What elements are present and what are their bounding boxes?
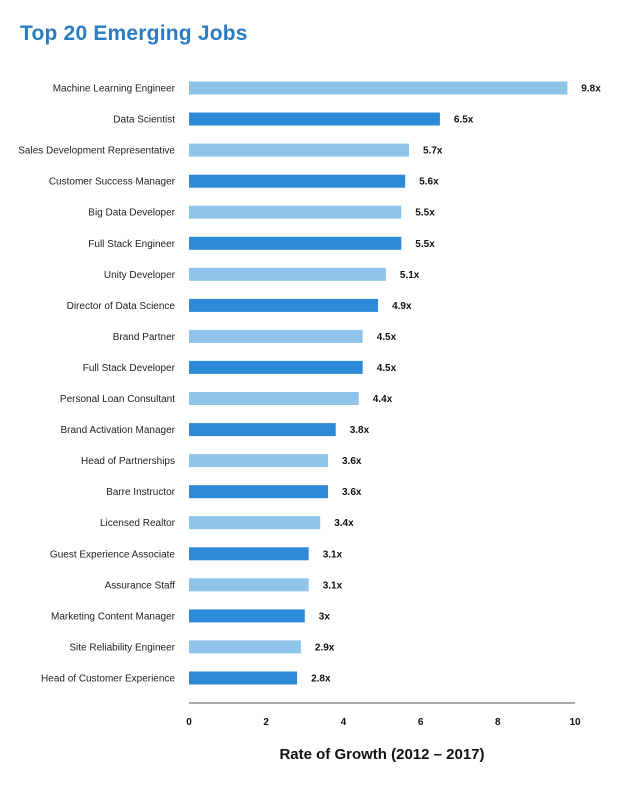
bar: [189, 267, 386, 281]
value-label: 5.6x: [419, 177, 439, 188]
category-label: Barre Instructor: [106, 487, 176, 498]
category-label: Assurance Staff: [105, 580, 176, 591]
value-label: 5.7x: [423, 146, 443, 157]
bar: [189, 81, 568, 95]
value-label: 5.5x: [415, 239, 435, 250]
value-label: 3.6x: [342, 456, 362, 467]
value-label: 4.5x: [377, 332, 397, 343]
bar: [189, 143, 409, 157]
bar: [189, 454, 328, 468]
category-label: Big Data Developer: [88, 208, 175, 219]
category-label: Sales Development Representative: [18, 146, 175, 157]
category-label: Guest Experience Associate: [50, 549, 176, 560]
category-label: Full Stack Engineer: [88, 239, 175, 250]
bar: [189, 516, 321, 530]
bar: [189, 547, 309, 561]
x-tick-label: 6: [418, 717, 424, 728]
x-axis-title: Rate of Growth (2012 – 2017): [279, 746, 484, 763]
bar: [189, 485, 328, 499]
bar: [189, 423, 336, 437]
category-label: Head of Customer Experience: [41, 674, 175, 685]
value-label: 5.1x: [400, 270, 420, 281]
category-label: Brand Partner: [113, 332, 176, 343]
labels-group: Machine Learning Engineer 9.8x Data Scient…: [18, 84, 601, 685]
bar: [189, 236, 402, 250]
bar: [189, 609, 305, 623]
value-label: 3.6x: [342, 487, 362, 498]
bar: [189, 298, 379, 312]
value-label: 5.5x: [415, 208, 435, 219]
value-label: 4.9x: [392, 301, 412, 312]
value-label: 2.8x: [311, 674, 331, 685]
category-label: Personal Loan Consultant: [60, 394, 175, 405]
value-label: 3.8x: [350, 425, 370, 436]
category-label: Director of Data Science: [67, 301, 176, 312]
bar: [189, 112, 440, 126]
bar: [189, 205, 402, 219]
category-label: Machine Learning Engineer: [53, 84, 176, 95]
category-label: Site Reliability Engineer: [69, 642, 175, 653]
value-label: 2.9x: [315, 642, 335, 653]
category-label: Head of Partnerships: [81, 456, 175, 467]
value-label: 4.5x: [377, 363, 397, 374]
category-label: Marketing Content Manager: [51, 611, 176, 622]
x-tick-label: 4: [341, 717, 347, 728]
x-tick-label: 8: [495, 717, 501, 728]
bar: [189, 640, 301, 654]
bar: [189, 671, 298, 685]
value-label: 6.5x: [454, 115, 474, 126]
value-label: 9.8x: [581, 84, 601, 95]
bar: [189, 329, 363, 343]
value-label: 3.1x: [323, 549, 343, 560]
bar: [189, 174, 406, 188]
value-label: 3.1x: [323, 580, 343, 591]
x-ticks-group: 0 2 4 6 8 10: [186, 717, 581, 728]
category-label: Full Stack Developer: [83, 363, 176, 374]
x-tick-label: 10: [569, 717, 581, 728]
x-tick-label: 2: [263, 717, 269, 728]
chart-title: Top 20 Emerging Jobs: [20, 22, 248, 45]
value-label: 3x: [319, 611, 331, 622]
category-label: Data Scientist: [113, 115, 175, 126]
value-label: 4.4x: [373, 394, 393, 405]
bar: [189, 392, 359, 405]
value-label: 3.4x: [334, 518, 354, 529]
bar: [189, 578, 309, 592]
bars-group: [189, 81, 568, 685]
x-tick-label: 0: [186, 717, 192, 728]
category-label: Brand Activation Manager: [60, 425, 175, 436]
bar: [189, 360, 363, 374]
category-label: Customer Success Manager: [49, 177, 176, 188]
category-label: Licensed Realtor: [100, 518, 176, 529]
category-label: Unity Developer: [104, 270, 176, 281]
